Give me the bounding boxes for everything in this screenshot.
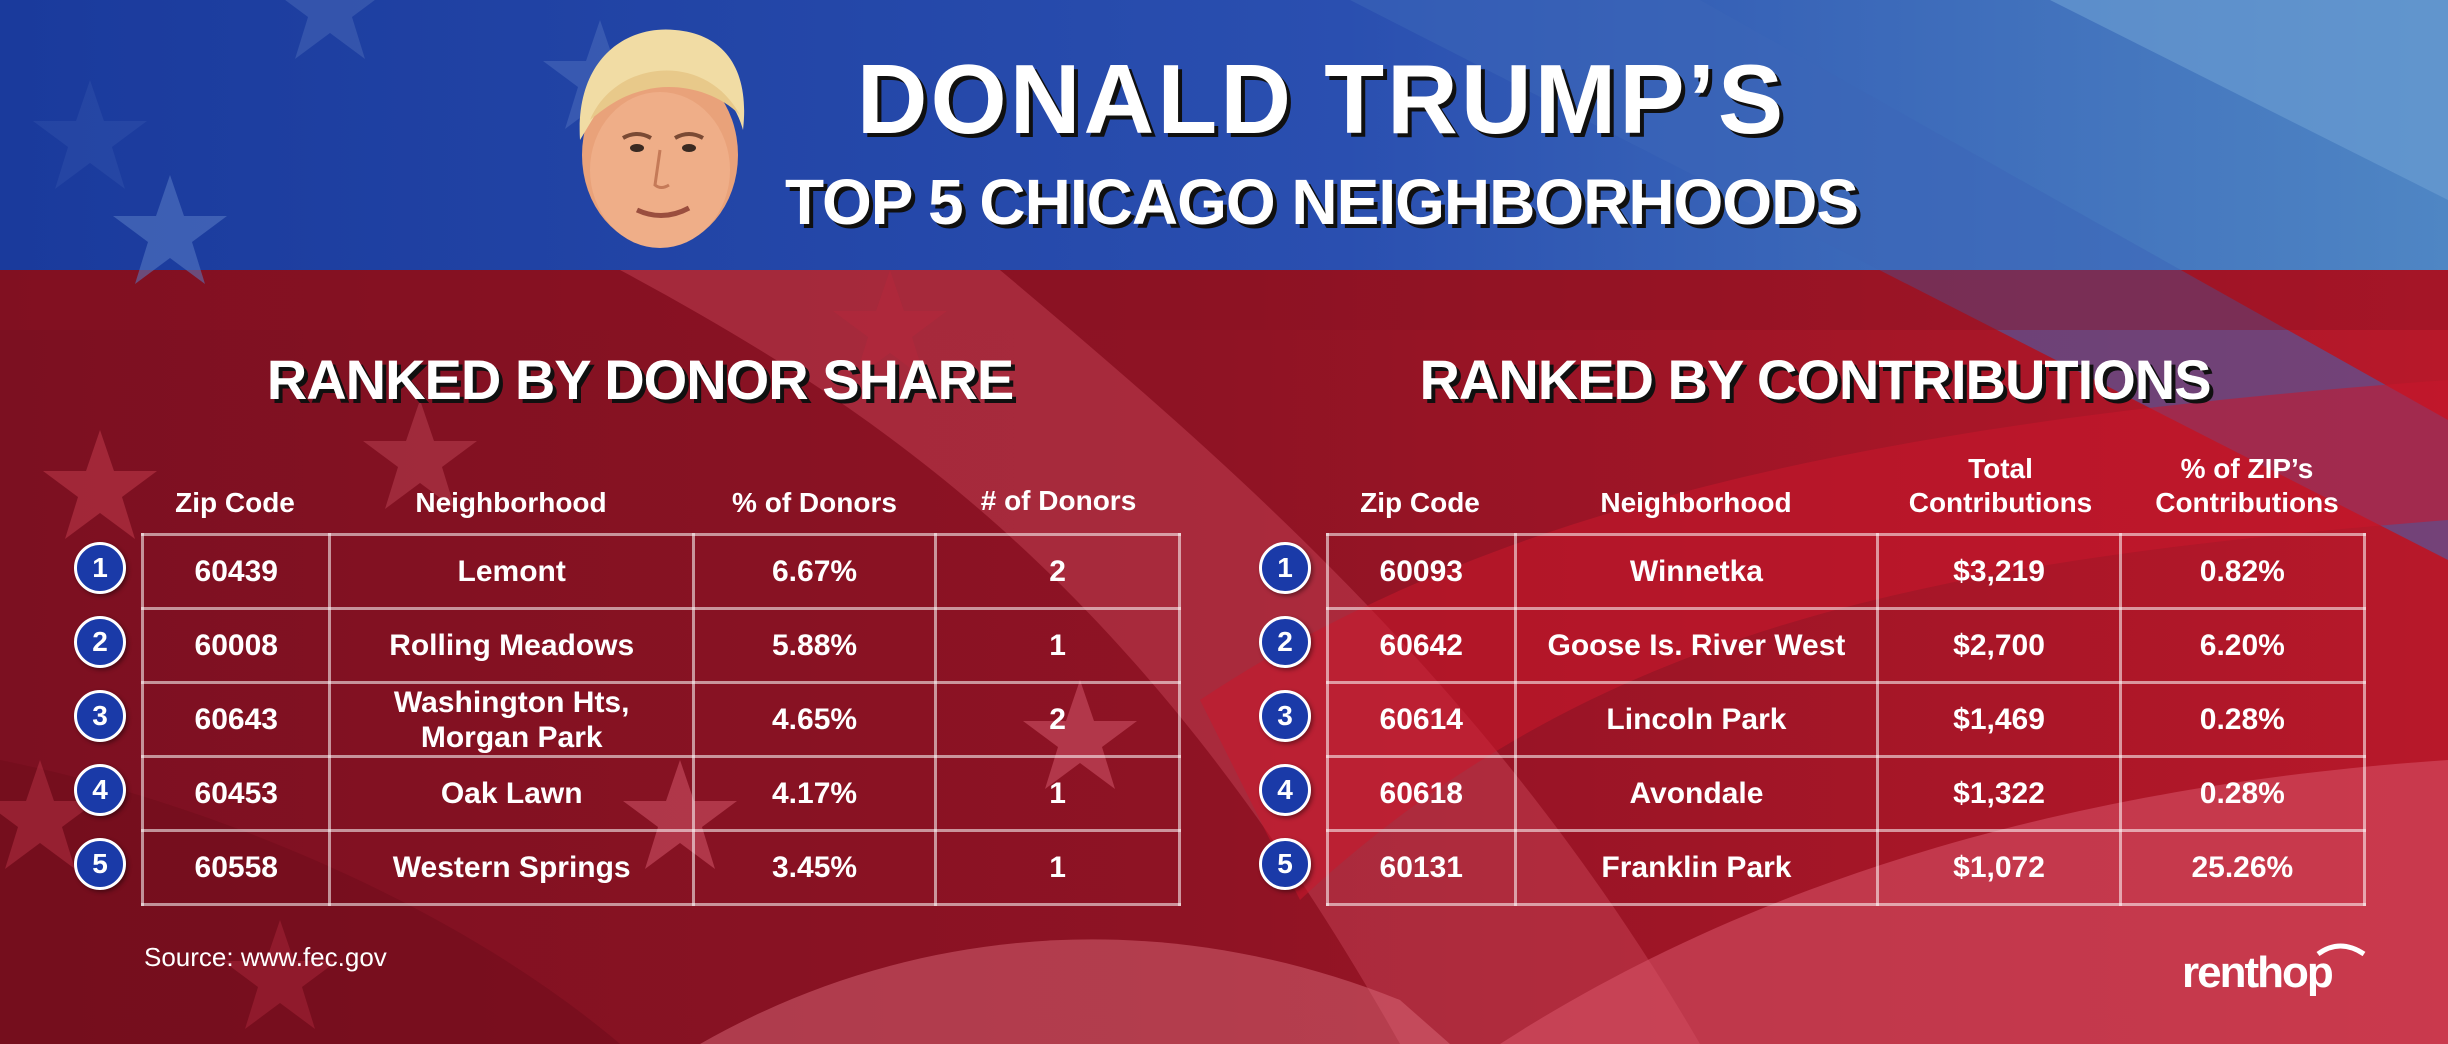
zip-cell: 60008 [140,607,332,684]
total-contributions-cell: $1,072 [1876,829,2122,906]
pct-zip-cell: 0.28% [2118,681,2367,758]
renthop-logo-text: renthop [2182,948,2334,997]
zip-cell: 60642 [1326,607,1517,684]
neighborhood-cell: Avondale [1513,755,1880,832]
source-note: Source: www.fec.gov [144,942,387,972]
candidate-portrait [579,29,745,248]
table-row: 60439 Lemont 6.67% 2 [140,533,1181,610]
rank-badge: 4 [1259,764,1311,816]
rank-badge: 3 [74,690,126,742]
renthop-logo [2316,943,2366,957]
zip-cell: 60618 [1326,755,1517,832]
right-header-zip: Zip Code [1360,487,1480,518]
donor-share-table: 60439 Lemont 6.67% 2 60008 Rolling Meado… [140,533,1181,906]
zip-cell: 60453 [140,755,332,832]
total-contributions-cell: $1,469 [1876,681,2122,758]
rank-badge: 1 [74,542,126,594]
pct-zip-cell: 6.20% [2118,607,2367,684]
pct-zip-cell: 0.28% [2118,755,2367,832]
zip-cell: 60643 [140,681,332,758]
left-section-title: RANKED BY DONOR SHARE [266,348,1014,411]
rank-badge: 3 [1259,690,1311,742]
contributions-table: 60093 Winnetka $3,219 0.82% 60642 Goose … [1326,533,2367,906]
table-row: 60643 Washington Hts, Morgan Park 4.65% … [140,681,1181,758]
table-row: 60453 Oak Lawn 4.17% 1 [140,755,1181,832]
table-row: 60642 Goose Is. River West $2,700 6.20% [1326,607,2367,684]
num-donors-cell: 1 [934,607,1181,684]
right-header-total: Total Contributions [1908,453,2093,518]
table-row: 60131 Franklin Park $1,072 25.26% [1326,829,2367,906]
num-donors-cell: 2 [934,533,1181,610]
neighborhood-cell: Oak Lawn [328,755,695,832]
pct-donors-cell: 4.17% [691,755,938,832]
total-contributions-cell: $2,700 [1876,607,2122,684]
zip-cell: 60614 [1326,681,1517,758]
right-header-pct-zip: % of ZIP’s Contributions [2155,453,2339,518]
neighborhood-cell: Goose Is. River West [1513,607,1880,684]
rank-badge: 5 [1259,838,1311,890]
pct-donors-cell: 4.65% [691,681,938,758]
pct-zip-cell: 25.26% [2118,829,2367,906]
right-section-title: RANKED BY CONTRIBUTIONS [1419,348,2211,411]
neighborhood-cell: Franklin Park [1513,829,1880,906]
rank-badge: 2 [1259,616,1311,668]
table-row: 60614 Lincoln Park $1,469 0.28% [1326,681,2367,758]
rank-badge: 5 [74,838,126,890]
total-contributions-cell: $3,219 [1876,533,2122,610]
pct-donors-cell: 6.67% [691,533,938,610]
num-donors-cell: 1 [934,755,1181,832]
rank-badge: 1 [1259,542,1311,594]
left-header-pct-donors: % of Donors [732,487,897,518]
zip-cell: 60093 [1326,533,1517,610]
page-subtitle: TOP 5 CHICAGO NEIGHBORHOODS [785,166,1859,238]
pct-donors-cell: 5.88% [691,607,938,684]
table-row: 60008 Rolling Meadows 5.88% 1 [140,607,1181,684]
neighborhood-cell: Rolling Meadows [328,607,695,684]
table-row: 60618 Avondale $1,322 0.28% [1326,755,2367,832]
zip-cell: 60558 [140,829,332,906]
rank-badge: 2 [74,616,126,668]
total-contributions-cell: $1,322 [1876,755,2122,832]
rank-badge: 4 [74,764,126,816]
left-header-num-donors: # of Donors [980,485,1137,516]
neighborhood-cell: Winnetka [1513,533,1880,610]
left-header-neighborhood: Neighborhood [415,487,607,518]
left-header-zip: Zip Code [175,487,295,518]
table-row: 60558 Western Springs 3.45% 1 [140,829,1181,906]
pct-donors-cell: 3.45% [691,829,938,906]
num-donors-cell: 1 [934,829,1181,906]
neighborhood-cell: Western Springs [328,829,695,906]
right-header-neighborhood: Neighborhood [1600,487,1792,518]
num-donors-cell: 2 [934,681,1181,758]
pct-zip-cell: 0.82% [2118,533,2367,610]
neighborhood-cell: Lincoln Park [1513,681,1880,758]
zip-cell: 60439 [140,533,332,610]
zip-cell: 60131 [1326,829,1517,906]
page-title: DONALD TRUMP’S [856,44,1787,154]
table-row: 60093 Winnetka $3,219 0.82% [1326,533,2367,610]
neighborhood-cell: Washington Hts, Morgan Park [328,681,695,758]
neighborhood-cell: Lemont [328,533,695,610]
